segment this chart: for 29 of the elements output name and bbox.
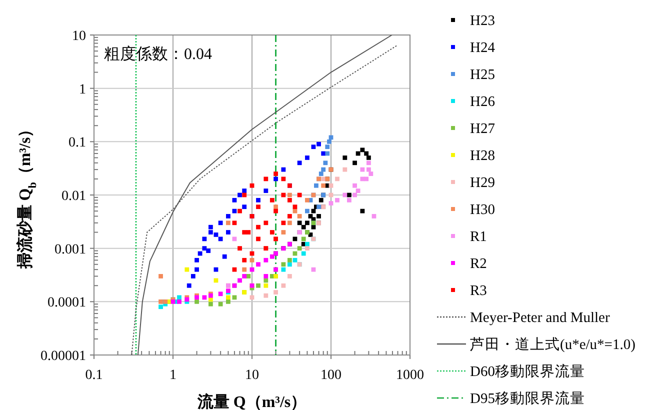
annotation: 粗度係数：0.04 bbox=[104, 45, 212, 63]
y-tick-label: 0.01 bbox=[62, 189, 86, 204]
x-axis-title: 流量 Q（m³/s） bbox=[196, 392, 307, 410]
y-tick-label: 0.00001 bbox=[40, 349, 86, 364]
legend-label: H25 bbox=[470, 67, 495, 83]
y-tick-label: 0.001 bbox=[54, 242, 86, 258]
x-tick-label: 100 bbox=[320, 368, 342, 383]
x-tick-label: 1000 bbox=[396, 368, 424, 383]
legend-label: H29 bbox=[470, 175, 495, 191]
legend-label: D95移動限界流量 bbox=[470, 390, 585, 407]
legend-label: Meyer-Peter and Muller bbox=[470, 310, 610, 326]
x-tick-label: 1 bbox=[170, 368, 176, 383]
legend-label: H28 bbox=[470, 148, 495, 164]
x-tick-label: 10 bbox=[245, 368, 259, 383]
y-tick-label: 10 bbox=[72, 29, 86, 44]
legend-label: D60移動限界流量 bbox=[470, 363, 585, 380]
legend-label: H26 bbox=[470, 94, 495, 110]
y-tick-label: 0.1 bbox=[68, 136, 86, 151]
legend-label: H23 bbox=[470, 13, 495, 29]
y-tick-label: 1 bbox=[79, 82, 86, 98]
legend-label: H30 bbox=[470, 202, 495, 218]
legend-label: 芦田・道上式(u*e/u*=1.0) bbox=[470, 336, 636, 353]
legend-label: H24 bbox=[470, 40, 496, 56]
legend-label: H27 bbox=[470, 121, 495, 137]
legend-label: R3 bbox=[470, 283, 487, 299]
y-tick-label: 0.0001 bbox=[48, 296, 86, 311]
x-tick-label: 0.1 bbox=[85, 368, 103, 383]
legend-label: R1 bbox=[470, 229, 487, 245]
legend-label: R2 bbox=[470, 256, 487, 272]
